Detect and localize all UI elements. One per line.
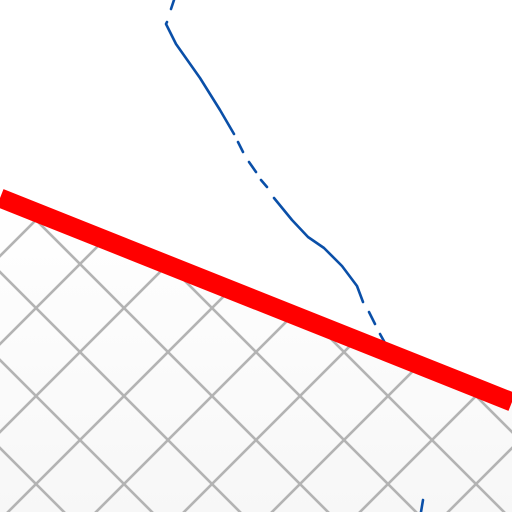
waterway	[164, 0, 425, 512]
boundary-line	[0, 189, 512, 411]
hatched-area-pattern	[0, 198, 512, 512]
